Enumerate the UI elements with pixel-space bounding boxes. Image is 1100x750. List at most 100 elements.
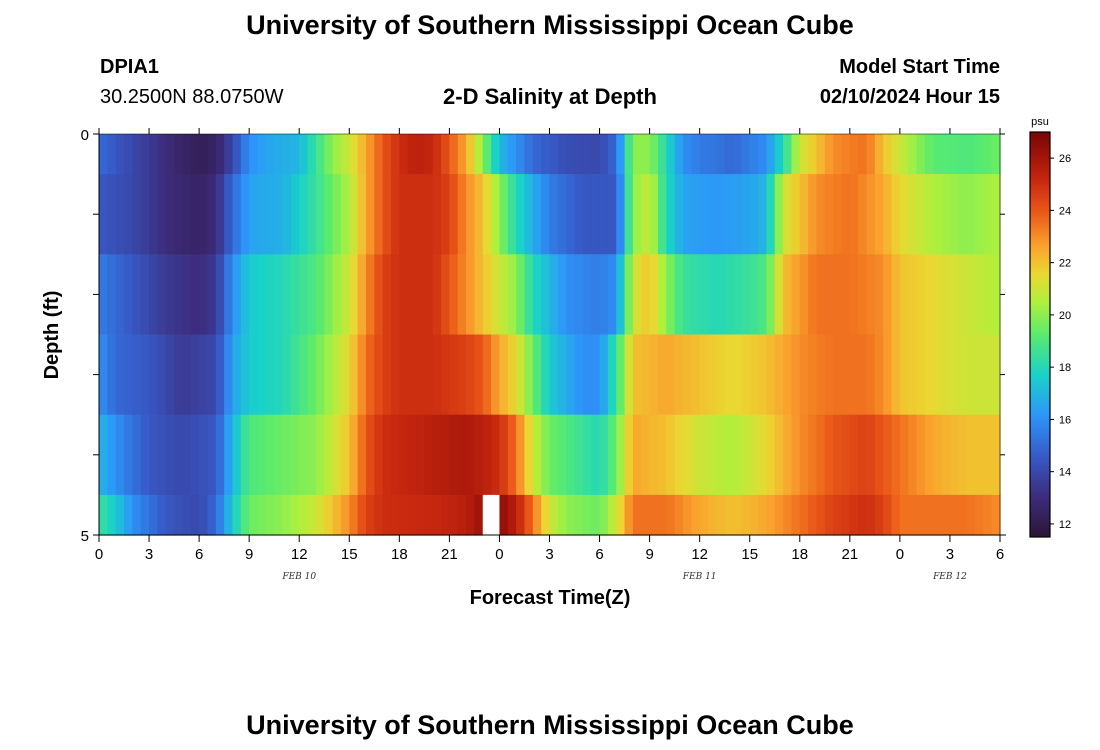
heatmap-cell	[774, 494, 784, 536]
heatmap-cell	[849, 174, 859, 255]
x-tick-label: 9	[245, 546, 253, 563]
heatmap-cell	[849, 254, 859, 336]
heatmap-cell	[349, 494, 359, 536]
heatmap-cell	[716, 134, 726, 175]
heatmap-cell	[115, 414, 125, 496]
heatmap-cell	[791, 174, 801, 255]
heatmap-cell	[607, 414, 617, 496]
heatmap-cell	[783, 254, 793, 336]
heatmap-cell	[365, 174, 375, 255]
heatmap-cell	[349, 174, 359, 255]
heatmap-cell	[566, 494, 576, 536]
heatmap-cell	[891, 134, 901, 175]
heatmap-cell	[941, 174, 951, 255]
heatmap-cell	[441, 334, 450, 416]
heatmap-cell	[833, 134, 843, 175]
heatmap-cell	[883, 174, 893, 255]
heatmap-cell	[399, 254, 409, 336]
heatmap-cell	[616, 334, 626, 416]
heatmap-cell	[165, 334, 175, 416]
heatmap-cell	[290, 414, 300, 496]
heatmap-cell	[783, 134, 793, 175]
heatmap-cell	[607, 174, 617, 255]
heatmap-cell	[432, 134, 442, 175]
heatmap-cell	[774, 334, 784, 416]
heatmap-cell	[532, 174, 542, 255]
heatmap-cell	[240, 494, 250, 536]
heatmap-cell	[432, 334, 442, 416]
heatmap-cell	[441, 494, 450, 536]
heatmap-cell	[457, 134, 467, 175]
heatmap-cell	[290, 174, 300, 255]
heatmap-cell	[357, 334, 367, 416]
heatmap-cell	[307, 134, 317, 175]
heatmap-cell	[407, 414, 417, 496]
heatmap-cell	[716, 254, 726, 336]
heatmap-cell	[949, 494, 959, 536]
heatmap-cell	[566, 254, 576, 336]
heatmap-cell	[124, 174, 133, 255]
heatmap-cell	[149, 174, 158, 255]
heatmap-cell	[591, 414, 601, 496]
heatmap-cell	[290, 334, 300, 416]
date-label: FEB 10	[281, 572, 316, 582]
heatmap-cell	[249, 334, 259, 416]
heatmap-cell	[874, 414, 884, 496]
heatmap-cell	[274, 494, 284, 536]
heatmap-cell	[190, 134, 200, 175]
heatmap-cell	[407, 254, 417, 336]
heatmap-cell	[799, 494, 809, 536]
heatmap-cell	[708, 134, 717, 175]
heatmap-cell	[215, 254, 225, 336]
colorbar-tick-label: 24	[1059, 205, 1071, 217]
heatmap-cell	[115, 134, 125, 175]
colorbar-tick-label: 18	[1059, 362, 1071, 374]
heatmap-cell	[874, 254, 884, 336]
heatmap-cell	[466, 174, 476, 255]
heatmap-cell	[107, 254, 117, 336]
heatmap-cell	[582, 254, 592, 336]
heatmap-cell	[858, 414, 868, 496]
heatmap-cell	[632, 334, 642, 416]
heatmap-cell	[599, 174, 609, 255]
heatmap-cell	[549, 494, 559, 536]
heatmap-cell	[449, 414, 459, 496]
heatmap-cell	[224, 174, 234, 255]
heatmap-cell	[482, 494, 492, 536]
heatmap-cell	[349, 334, 359, 416]
heatmap-cell	[766, 254, 776, 336]
heatmap-cell	[641, 414, 651, 496]
heatmap-cell	[424, 494, 434, 536]
heatmap-cell	[682, 254, 692, 336]
heatmap-cell	[482, 174, 492, 255]
x-tick-label: 9	[645, 546, 653, 563]
heatmap-cell	[140, 174, 150, 255]
heatmap-cell	[908, 254, 918, 336]
heatmap-cell	[983, 334, 993, 416]
heatmap-cell	[958, 254, 968, 336]
heatmap-cell	[290, 254, 300, 336]
heatmap-cell	[733, 494, 742, 536]
heatmap-cell	[390, 414, 400, 496]
heatmap-cell	[758, 134, 767, 175]
heatmap-cell	[215, 334, 225, 416]
heatmap-cell	[799, 334, 809, 416]
heatmap-cell	[833, 414, 843, 496]
heatmap-cell	[357, 134, 367, 175]
heatmap-cell	[157, 494, 167, 536]
heatmap-cell	[916, 254, 926, 336]
heatmap-cell	[416, 494, 425, 536]
heatmap-cell	[524, 334, 534, 416]
heatmap-cell	[841, 134, 851, 175]
heatmap-cell	[491, 254, 501, 336]
heatmap-cell	[424, 414, 434, 496]
heatmap-cell	[349, 134, 359, 175]
x-tick-label: 18	[391, 546, 408, 563]
heatmap-cell	[457, 174, 467, 255]
heatmap-cell	[99, 334, 108, 416]
heatmap-cell	[382, 414, 392, 496]
heatmap-cell	[374, 174, 384, 255]
heatmap-cell	[491, 494, 501, 536]
heatmap-cell	[107, 414, 117, 496]
date-label: FEB 12	[932, 572, 967, 582]
